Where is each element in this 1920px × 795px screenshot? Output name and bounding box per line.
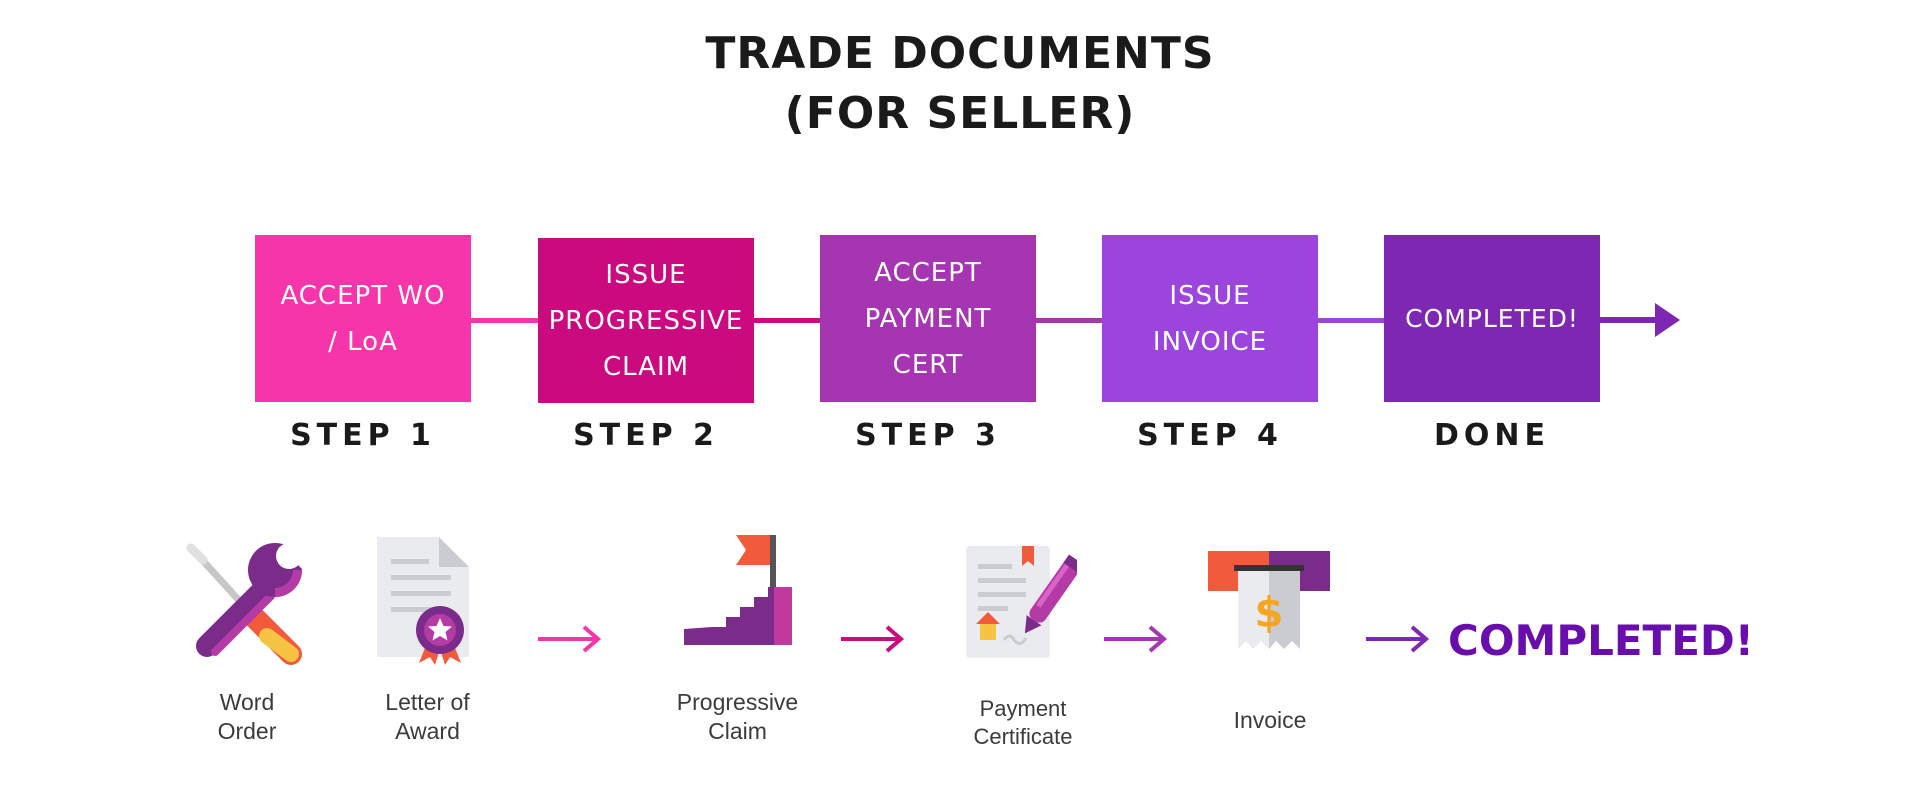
step-label-3: STEP 3 <box>855 418 1001 453</box>
step-box-5: COMPLETED! <box>1384 235 1600 402</box>
flow-arrow-2 <box>841 625 905 653</box>
completed-text: COMPLETED! <box>1448 616 1754 665</box>
caption-invoice: Invoice <box>1233 707 1307 733</box>
caption-letter-of-award: Letter of Award <box>385 689 470 744</box>
step-label-5: DONE <box>1433 418 1550 453</box>
stairs-flag-icon <box>684 535 792 645</box>
step-box-1: ACCEPT WO / LoA <box>255 235 471 402</box>
final-arrow-line <box>1585 317 1660 323</box>
step-box-3: ACCEPT PAYMENT CERT <box>820 235 1036 402</box>
flow-arrow-3 <box>1104 625 1168 653</box>
step-label-1: STEP 1 <box>290 418 436 453</box>
final-arrow-head <box>1655 303 1680 337</box>
caption-progressive-claim: Progressive Claim <box>676 689 799 744</box>
certificate-icon <box>377 537 469 665</box>
connector-4-5 <box>1318 318 1386 323</box>
step-box-2: ISSUE PROGRESSIVE CLAIM <box>538 238 754 403</box>
caption-word-order: Word Order <box>217 689 277 744</box>
connector-2-3 <box>752 318 822 323</box>
connector-3-4 <box>1036 318 1104 323</box>
diagram-title-line1: TRADE DOCUMENTS <box>705 28 1215 79</box>
step-label-4: STEP 4 <box>1137 418 1283 453</box>
flow-arrow-1 <box>538 625 602 653</box>
wrench-screwdriver-icon <box>186 540 310 665</box>
caption-payment-certificate: Payment Certificate <box>973 696 1073 749</box>
signed-document-icon <box>966 546 1077 658</box>
flow-arrow-4 <box>1366 625 1430 653</box>
connector-1-2 <box>470 318 538 323</box>
step-box-4: ISSUE INVOICE <box>1102 235 1318 402</box>
receipt-dollar-icon: $ <box>1208 551 1330 649</box>
svg-text:$: $ <box>1254 588 1283 637</box>
diagram-title-line2: (FOR SELLER) <box>784 88 1136 139</box>
step-label-2: STEP 2 <box>573 418 719 453</box>
